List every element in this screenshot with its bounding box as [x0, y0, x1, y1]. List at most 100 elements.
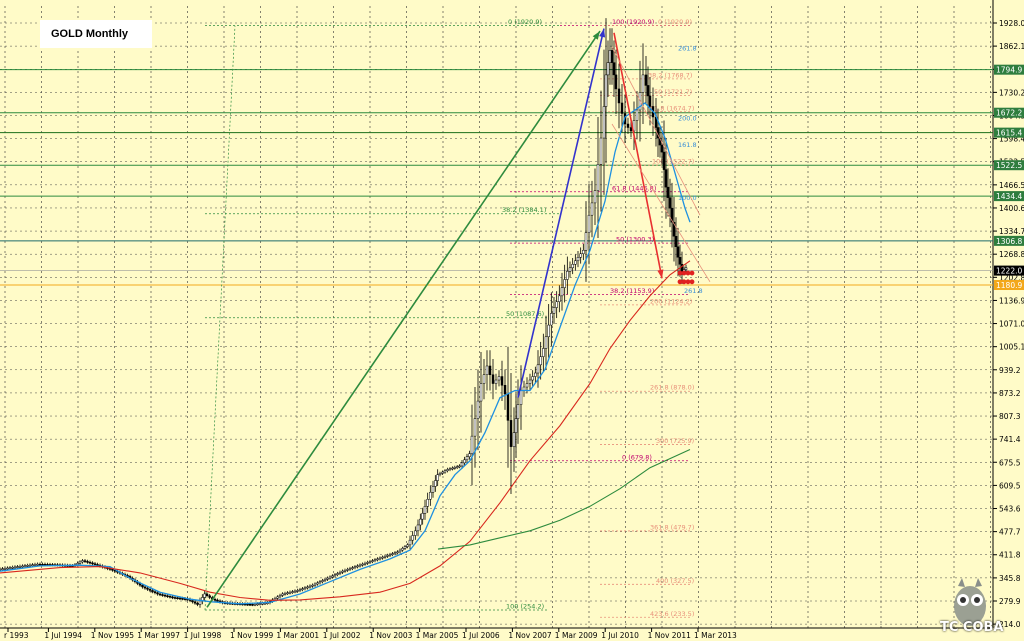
candle-body — [338, 572, 342, 574]
price-level-label: 1794.9 — [996, 66, 1022, 75]
candle-body — [161, 594, 164, 596]
candle-body — [246, 603, 249, 606]
candle-body — [482, 374, 486, 384]
price-level-label: 1306.8 — [996, 237, 1022, 246]
candle-body — [531, 376, 534, 381]
time-tick-label: r 1993 — [4, 631, 29, 640]
price-tick-label: 1400.6 — [999, 204, 1024, 213]
price-tick-label: 1202.8 — [999, 273, 1024, 282]
channel-line — [611, 46, 701, 216]
candle-body — [283, 593, 287, 595]
candle-body — [86, 561, 89, 563]
candle-body — [516, 404, 520, 419]
candle-body — [111, 569, 114, 571]
candle-body — [1, 568, 4, 570]
candle-body — [146, 587, 149, 590]
fib-level-label: 61.8 (1674.7) — [650, 104, 694, 112]
time-tick-label: 1 Jul 2006 — [462, 631, 500, 640]
candle-body — [396, 551, 399, 554]
candle-body — [196, 602, 199, 605]
fib-level-label: 423.6 (233.5) — [650, 610, 694, 618]
candle-body — [33, 564, 37, 566]
watermark-text: TC COBA — [940, 620, 1004, 635]
signal-dot — [689, 270, 695, 276]
candle-body — [158, 593, 162, 596]
candle-body — [286, 592, 289, 595]
candle-body — [293, 590, 297, 593]
price-level-label: 1672.2 — [996, 109, 1022, 118]
candle-body — [491, 374, 495, 384]
candle-body — [463, 459, 466, 464]
candle-body — [23, 565, 27, 567]
price-level-tag — [994, 191, 1024, 202]
candle-body — [31, 564, 34, 567]
candle-body — [635, 109, 639, 121]
candle-body — [465, 456, 469, 461]
candle-body — [83, 560, 87, 562]
candle-body — [168, 596, 172, 598]
candle-body — [602, 106, 606, 139]
candle-body — [26, 565, 29, 567]
candle-body — [93, 563, 97, 565]
candle-body — [550, 313, 553, 326]
candle-body — [388, 554, 392, 556]
candle-body — [36, 563, 39, 566]
candle-body — [612, 62, 616, 76]
candle-body — [666, 186, 670, 198]
fib-level-label: 400 (327.5) — [656, 577, 694, 585]
candle-body — [544, 336, 548, 349]
candle-body — [579, 253, 582, 258]
candle-body — [431, 486, 435, 493]
price-tick-label: 873.2 — [999, 389, 1021, 398]
time-tick-label: 1 Nov 1995 — [91, 631, 134, 640]
candle-body — [368, 561, 372, 563]
candle-body — [371, 560, 374, 562]
candle-body — [614, 74, 618, 90]
candle-body — [558, 295, 561, 302]
candle-body — [571, 264, 574, 269]
time-tick-label: 1 Mar 2013 — [694, 631, 737, 640]
candle-body — [406, 544, 409, 547]
candle-body — [381, 556, 384, 559]
candle-body — [163, 594, 167, 597]
candle-body — [383, 555, 387, 558]
candle-body — [552, 307, 556, 314]
candle-body — [393, 552, 397, 554]
price-tick-label: 1268.8 — [999, 250, 1024, 259]
candle-body — [596, 164, 600, 191]
price-level-tag — [994, 235, 1024, 246]
price-level-label: 1180.9 — [996, 281, 1022, 290]
candle-body — [331, 575, 334, 578]
candle-body — [416, 524, 420, 532]
candle-body — [351, 567, 354, 569]
ma-fast-line — [0, 102, 691, 605]
candle-body — [13, 566, 17, 569]
candle-body — [620, 102, 624, 114]
candle-body — [660, 144, 664, 153]
price-tick-label: 345.8 — [999, 574, 1021, 583]
candle-body — [684, 267, 688, 270]
candle-body — [426, 499, 429, 507]
candle-body — [590, 202, 594, 216]
candle-body — [441, 471, 444, 474]
price-level-tag — [994, 64, 1024, 75]
signal-dot — [689, 279, 695, 285]
candle-body — [288, 591, 292, 594]
price-tick-label: 214.0 — [999, 620, 1021, 629]
candle-body — [358, 564, 362, 567]
candle-body — [346, 569, 349, 571]
candle-body — [156, 592, 159, 595]
candle-body — [143, 586, 147, 589]
candle-body — [485, 365, 489, 376]
time-tick-label: 1 Mar 2005 — [416, 631, 459, 640]
candle-body — [353, 566, 357, 569]
ma-slow-line — [437, 448, 691, 550]
fib-connector — [204, 25, 236, 611]
candle-body — [141, 584, 144, 588]
candle-body — [296, 590, 299, 592]
candle-body — [391, 553, 394, 555]
candle-body — [423, 506, 427, 514]
candle-body — [153, 591, 157, 594]
candle-body — [376, 558, 379, 561]
